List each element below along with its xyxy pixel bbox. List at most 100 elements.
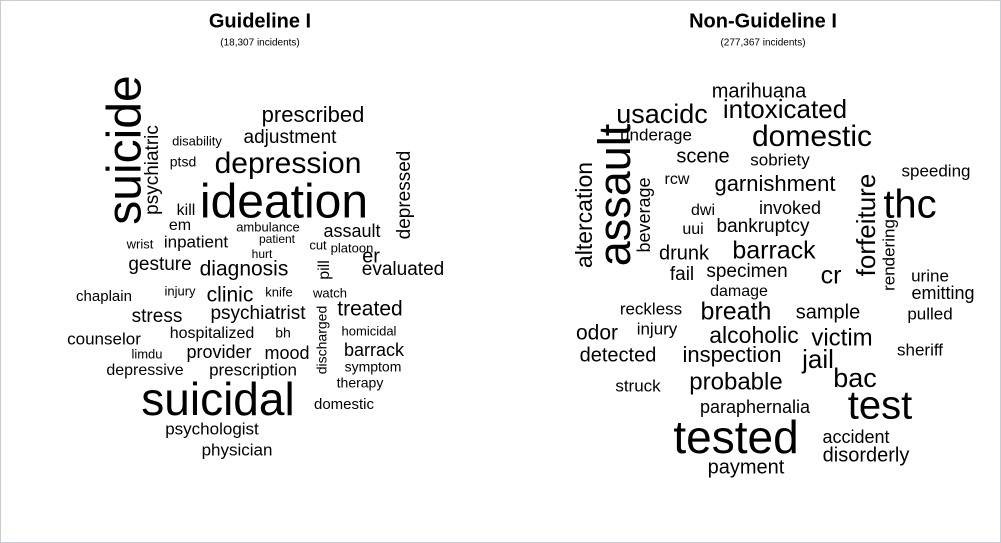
word: discharged xyxy=(314,306,330,375)
word: diagnosis xyxy=(200,258,289,281)
word: usacidc xyxy=(616,99,708,129)
word: urine xyxy=(911,266,949,285)
word: evaluated xyxy=(362,259,444,280)
word: intoxicated xyxy=(723,94,847,124)
word: psychiatric xyxy=(142,125,163,215)
word: victim xyxy=(811,324,872,351)
word: marihuana xyxy=(712,80,807,102)
word: ptsd xyxy=(170,154,196,170)
word: kill xyxy=(177,202,196,219)
word: detected xyxy=(580,344,657,366)
word: prescribed xyxy=(262,102,365,127)
word: barrack xyxy=(732,237,816,265)
word: underage xyxy=(620,125,692,144)
word: damage xyxy=(710,283,768,300)
word: bac xyxy=(833,363,877,393)
word: psychologist xyxy=(165,419,259,438)
panel-subtitle: (18,307 incidents) xyxy=(220,38,300,49)
word: inspection xyxy=(682,342,781,367)
word: depressed xyxy=(394,151,415,240)
word: cut xyxy=(309,237,327,252)
word: odor xyxy=(576,322,618,345)
word: sobriety xyxy=(750,150,810,169)
word: physician xyxy=(202,440,273,459)
word: speeding xyxy=(901,161,970,180)
word: sheriff xyxy=(897,340,943,359)
word: test xyxy=(848,384,912,428)
word: altercation xyxy=(571,162,597,268)
word: alcoholic xyxy=(709,322,799,348)
word: prescription xyxy=(209,360,297,379)
word: probable xyxy=(689,368,782,395)
word: fail xyxy=(670,264,694,285)
word: knife xyxy=(265,284,292,299)
word: forfeiture xyxy=(851,174,881,277)
word: ambulance xyxy=(236,219,300,234)
word: inpatient xyxy=(164,232,229,251)
word: hospitalized xyxy=(170,325,255,342)
word: pulled xyxy=(907,304,952,323)
word: bh xyxy=(275,325,291,341)
word: dwi xyxy=(691,202,715,219)
panel-title: Guideline I xyxy=(209,10,311,32)
word: limdu xyxy=(131,346,162,361)
word: breath xyxy=(701,298,772,326)
word: assault xyxy=(589,123,640,266)
word: invoked xyxy=(759,198,821,218)
word: clinic xyxy=(207,284,254,307)
word: therapy xyxy=(337,375,384,391)
word: assault xyxy=(323,221,380,241)
word: pill xyxy=(316,260,333,280)
word: thc xyxy=(883,183,936,227)
word: tested xyxy=(673,411,798,463)
panel-subtitle: (277,367 incidents) xyxy=(720,38,805,49)
word: suicide xyxy=(99,75,152,224)
word: paraphernalia xyxy=(700,397,811,417)
word: reckless xyxy=(620,299,682,318)
word: psychiatrist xyxy=(210,303,306,324)
word: provider xyxy=(186,342,251,362)
word: homicidal xyxy=(342,323,397,338)
word: mood xyxy=(264,343,309,363)
word: struck xyxy=(615,376,661,395)
word: er xyxy=(362,245,380,267)
word: rcw xyxy=(665,171,690,188)
word: hurt xyxy=(252,247,273,261)
word: scene xyxy=(676,145,729,167)
word: domestic xyxy=(314,396,375,413)
word: specimen xyxy=(706,261,787,282)
word: jail xyxy=(801,344,834,374)
word: drunk xyxy=(659,242,710,264)
word: depression xyxy=(215,147,362,180)
word: injury xyxy=(637,319,678,338)
word: domestic xyxy=(752,120,872,153)
word: sample xyxy=(796,301,860,323)
word: payment xyxy=(708,456,785,478)
word: accident xyxy=(822,427,889,447)
word: suicidal xyxy=(141,373,294,425)
word: counselor xyxy=(67,329,141,348)
word: symptom xyxy=(345,359,402,375)
word: em xyxy=(169,217,191,234)
word: adjustment xyxy=(244,127,338,148)
word: watch xyxy=(312,285,347,300)
word: injury xyxy=(164,283,196,298)
word: platoon xyxy=(331,240,374,255)
word: barrack xyxy=(344,340,405,360)
word: treated xyxy=(337,298,402,321)
word: cr xyxy=(821,262,842,290)
word: emitting xyxy=(911,283,974,303)
word: disorderly xyxy=(823,444,910,466)
word: gesture xyxy=(128,254,191,275)
word: depressive xyxy=(106,362,183,379)
panel-title: Non-Guideline I xyxy=(689,10,837,32)
word: disability xyxy=(172,133,222,148)
word: beverage xyxy=(634,177,654,252)
word: stress xyxy=(132,306,183,327)
word: bankruptcy xyxy=(717,216,810,237)
word: chaplain xyxy=(76,288,132,305)
word: uui xyxy=(682,221,703,238)
word: rendering xyxy=(879,219,898,291)
